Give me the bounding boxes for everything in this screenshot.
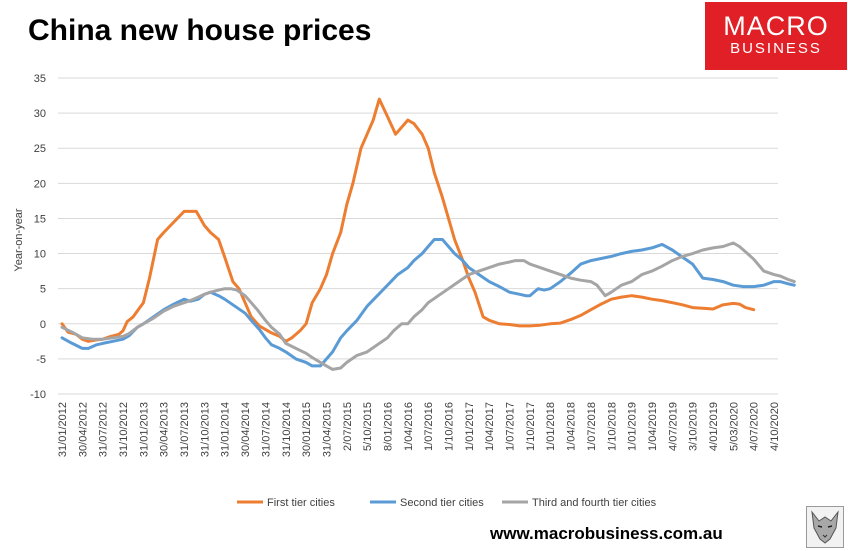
x-tick-label: 5/10/2015 bbox=[362, 402, 374, 451]
y-tick-label: 25 bbox=[34, 143, 46, 155]
x-tick-label: 1/01/2018 bbox=[545, 402, 557, 451]
y-tick-label: 30 bbox=[34, 108, 46, 120]
y-tick-labels: 35 30 25 20 15 10 5 0 -5 -10 bbox=[30, 73, 46, 401]
x-tick-label: 31/01/2014 bbox=[220, 402, 232, 457]
x-tick-label: 1/10/2016 bbox=[444, 402, 456, 451]
x-tick-label: 30/04/2012 bbox=[77, 402, 89, 457]
legend-label-3: Third and fourth tier cities bbox=[532, 497, 657, 509]
legend-label-2: Second tier cities bbox=[400, 497, 484, 509]
y-tick-label: 10 bbox=[34, 249, 46, 261]
legend-label-1: First tier cities bbox=[267, 497, 335, 509]
x-tick-label: 8/01/2016 bbox=[382, 402, 394, 451]
x-tick-label: 30/04/2014 bbox=[240, 402, 252, 457]
x-tick-label: 31/10/2013 bbox=[199, 402, 211, 457]
x-tick-label: 1/07/2017 bbox=[505, 402, 517, 451]
x-tick-label: 1/10/2017 bbox=[525, 402, 537, 451]
y-tick-label: 20 bbox=[34, 178, 46, 190]
x-tick-label: 1/01/2019 bbox=[627, 402, 639, 451]
x-tick-label: 1/04/2016 bbox=[403, 402, 415, 451]
x-tick-label: 4/07/2020 bbox=[749, 402, 761, 451]
chart-title: China new house prices bbox=[28, 14, 372, 47]
logo-line-1: MACRO bbox=[723, 11, 829, 41]
x-tick-labels: 31/01/2012 30/04/2012 31/07/2012 31/10/2012… bbox=[57, 402, 781, 457]
legend: First tier cities Second tier cities Third… bbox=[237, 497, 657, 509]
x-tick-label: 31/04/2015 bbox=[321, 402, 333, 457]
x-tick-label: 31/10/2014 bbox=[281, 402, 293, 457]
y-tick-label: 5 bbox=[40, 284, 46, 296]
website-url: www.macrobusiness.com.au bbox=[490, 524, 723, 543]
y-tick-label: -10 bbox=[30, 389, 46, 401]
x-tick-label: 5/03/2020 bbox=[728, 402, 740, 451]
x-tick-label: 31/01/2012 bbox=[57, 402, 69, 457]
x-tick-label: 4/10/2020 bbox=[769, 402, 781, 451]
x-tick-label: 31/07/2013 bbox=[179, 402, 191, 457]
gridlines bbox=[58, 77, 778, 395]
x-tick-label: 31/01/2013 bbox=[138, 402, 150, 457]
y-tick-label: 0 bbox=[40, 319, 46, 331]
x-tick-label: 30/04/2013 bbox=[159, 402, 171, 457]
y-tick-label: 35 bbox=[34, 73, 46, 85]
x-tick-label: 2/07/2015 bbox=[342, 402, 354, 451]
x-tick-label: 4/07/2019 bbox=[667, 402, 679, 451]
y-tick-label: -5 bbox=[36, 354, 46, 366]
x-tick-label: 31/07/2012 bbox=[98, 402, 110, 457]
y-tick-label: 15 bbox=[34, 213, 46, 225]
x-tick-label: 3/10/2019 bbox=[688, 402, 700, 451]
x-tick-label: 1/07/2018 bbox=[586, 402, 598, 451]
series-line-1 bbox=[60, 97, 756, 343]
x-tick-label: 30/01/2015 bbox=[301, 402, 313, 457]
macrobusiness-logo: MACRO BUSINESS bbox=[705, 2, 847, 70]
x-tick-label: 1/04/2017 bbox=[484, 402, 496, 451]
logo-line-2: BUSINESS bbox=[730, 40, 822, 57]
wolf-icon bbox=[806, 506, 844, 548]
x-tick-label: 31/07/2014 bbox=[260, 402, 272, 457]
x-tick-label: 31/10/2012 bbox=[118, 402, 130, 457]
y-axis-label: Year-on-year bbox=[13, 208, 25, 272]
x-tick-label: 4/01/2019 bbox=[708, 402, 720, 451]
x-tick-label: 1/04/2019 bbox=[647, 402, 659, 451]
series-line-3 bbox=[60, 241, 796, 371]
x-tick-label: 1/04/2018 bbox=[566, 402, 578, 451]
series-lines bbox=[60, 97, 796, 371]
series-line-2 bbox=[60, 238, 796, 368]
x-tick-label: 1/10/2018 bbox=[606, 402, 618, 451]
x-tick-label: 1/07/2016 bbox=[423, 402, 435, 451]
x-tick-label: 1/01/2017 bbox=[464, 402, 476, 451]
